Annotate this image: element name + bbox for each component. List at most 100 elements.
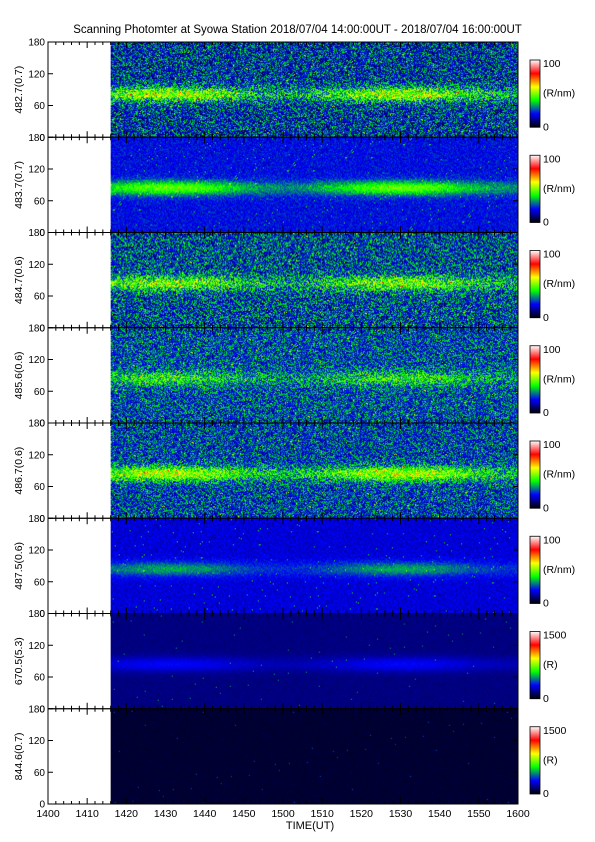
- y-tick-label: 120: [28, 450, 45, 461]
- heatmap-image: [110, 708, 519, 804]
- y-axis-label: 485.6(0.6): [13, 351, 25, 399]
- colorbar-unit-label: (R/nm): [543, 373, 575, 385]
- y-tick-label: 60: [34, 577, 46, 588]
- y-tick-label: 180: [28, 323, 45, 334]
- y-tick-label: 0: [39, 133, 45, 144]
- y-axis-label: 484.7(0.6): [13, 256, 25, 304]
- colorbar-min-label: 0: [543, 693, 549, 705]
- heatmap-image: [110, 327, 519, 423]
- y-tick-label: 60: [34, 768, 46, 779]
- x-tick-label: 1530: [389, 808, 413, 820]
- y-tick-label: 60: [34, 673, 46, 684]
- colorbar-min-label: 0: [543, 312, 549, 324]
- colorbar-max-label: 100: [543, 344, 561, 356]
- panel-2: 0 60 120 180 483.7(0.7) 100 0 (R/nm): [13, 133, 575, 239]
- colorbar-max-label: 1500: [543, 630, 567, 642]
- panel-5: 0 60 120 180 486.7(0.6) 100 0 (R/nm): [13, 419, 575, 525]
- colorbar-max-label: 100: [543, 153, 561, 165]
- colorbar-unit-label: (R): [543, 754, 558, 766]
- x-tick-label: 1440: [193, 808, 217, 820]
- colorbar-unit-label: (R/nm): [543, 469, 575, 481]
- y-tick-label: 180: [28, 228, 45, 239]
- x-tick-label: 1540: [428, 808, 452, 820]
- y-tick-label: 0: [39, 228, 45, 239]
- y-tick-label: 120: [28, 69, 45, 80]
- y-axis-label: 482.7(0.7): [13, 66, 25, 114]
- x-tick-label: 1520: [350, 808, 374, 820]
- colorbar-unit-label: (R/nm): [543, 564, 575, 576]
- y-tick-label: 180: [28, 133, 45, 144]
- y-tick-label: 120: [28, 165, 45, 176]
- colorbar: [529, 345, 541, 414]
- colorbar-min-label: 0: [543, 502, 549, 514]
- colorbar-min-label: 0: [543, 121, 549, 133]
- y-tick-label: 0: [39, 419, 45, 430]
- y-tick-label: 60: [34, 292, 46, 303]
- chart-title: Scanning Photomter at Syowa Station 2018…: [73, 24, 522, 36]
- colorbar-max-label: 100: [543, 58, 561, 70]
- colorbar-max-label: 100: [543, 534, 561, 546]
- x-tick-label: 1420: [115, 808, 139, 820]
- colorbar-unit-label: (R/nm): [543, 278, 575, 290]
- heatmap-image: [110, 137, 519, 233]
- y-tick-label: 0: [39, 514, 45, 525]
- panel-1: 0 60 120 180 482.7(0.7) 100 0 (R/nm): [13, 38, 575, 144]
- y-tick-label: 180: [28, 704, 45, 715]
- colorbar: [529, 440, 541, 509]
- colorbar: [529, 59, 541, 128]
- y-axis-label: 844.6(0.7): [13, 732, 25, 780]
- colorbar: [529, 726, 541, 795]
- x-axis-label: TIME(UT): [285, 820, 335, 832]
- x-tick-label: 1500: [271, 808, 295, 820]
- y-tick-label: 120: [28, 736, 45, 747]
- y-axis-label: 487.5(0.6): [13, 542, 25, 590]
- panel-3: 0 60 120 180 484.7(0.6) 100 0 (R/nm): [13, 228, 575, 334]
- colorbar-unit-label: (R/nm): [543, 183, 575, 195]
- heatmap-image: [110, 42, 519, 138]
- colorbar-unit-label: (R/nm): [543, 88, 575, 100]
- y-tick-label: 0: [39, 704, 45, 715]
- y-tick-label: 120: [28, 641, 45, 652]
- y-tick-label: 60: [34, 482, 46, 493]
- colorbar-unit-label: (R): [543, 659, 558, 671]
- colorbar: [529, 250, 541, 319]
- heatmap-image: [110, 518, 519, 614]
- x-tick-label: 1400: [36, 808, 60, 820]
- panel-4: 0 60 120 180 485.6(0.6) 100 0 (R/nm): [13, 323, 575, 429]
- x-tick-label: 1510: [310, 808, 334, 820]
- y-tick-label: 180: [28, 419, 45, 430]
- colorbar: [529, 535, 541, 604]
- y-axis-label: 483.7(0.7): [13, 161, 25, 209]
- colorbar-min-label: 0: [543, 788, 549, 800]
- y-tick-label: 180: [28, 609, 45, 620]
- y-axis-label: 670.5(5.3): [13, 637, 25, 685]
- heatmap-image: [110, 232, 519, 328]
- y-tick-label: 0: [39, 323, 45, 334]
- panel-8: 0 60 120 180 844.6(0.7) 1500 0 (R): [13, 704, 567, 810]
- colorbar-max-label: 100: [543, 249, 561, 261]
- y-tick-label: 60: [34, 196, 46, 207]
- panel-7: 0 60 120 180 670.5(5.3) 1500 0 (R): [13, 609, 567, 715]
- y-tick-label: 60: [34, 387, 46, 398]
- colorbar-min-label: 0: [543, 217, 549, 229]
- panel-6: 0 60 120 180 487.5(0.6) 100 0 (R/nm): [13, 514, 575, 620]
- x-tick-label: 1410: [75, 808, 99, 820]
- y-tick-label: 0: [39, 609, 45, 620]
- y-tick-label: 120: [28, 260, 45, 271]
- heatmap-image: [110, 423, 519, 519]
- y-tick-label: 0: [39, 800, 45, 811]
- y-tick-label: 180: [28, 514, 45, 525]
- x-tick-label: 1600: [506, 808, 530, 820]
- x-tick-label: 1450: [232, 808, 256, 820]
- x-tick-label: 1430: [154, 808, 178, 820]
- y-tick-label: 180: [28, 38, 45, 49]
- y-tick-label: 120: [28, 355, 45, 366]
- colorbar: [529, 154, 541, 223]
- colorbar-min-label: 0: [543, 598, 549, 610]
- y-tick-label: 60: [34, 101, 46, 112]
- colorbar-max-label: 1500: [543, 725, 567, 737]
- colorbar-max-label: 100: [543, 439, 561, 451]
- x-tick-label: 1550: [467, 808, 491, 820]
- y-axis-label: 486.7(0.6): [13, 447, 25, 495]
- colorbar-min-label: 0: [543, 407, 549, 419]
